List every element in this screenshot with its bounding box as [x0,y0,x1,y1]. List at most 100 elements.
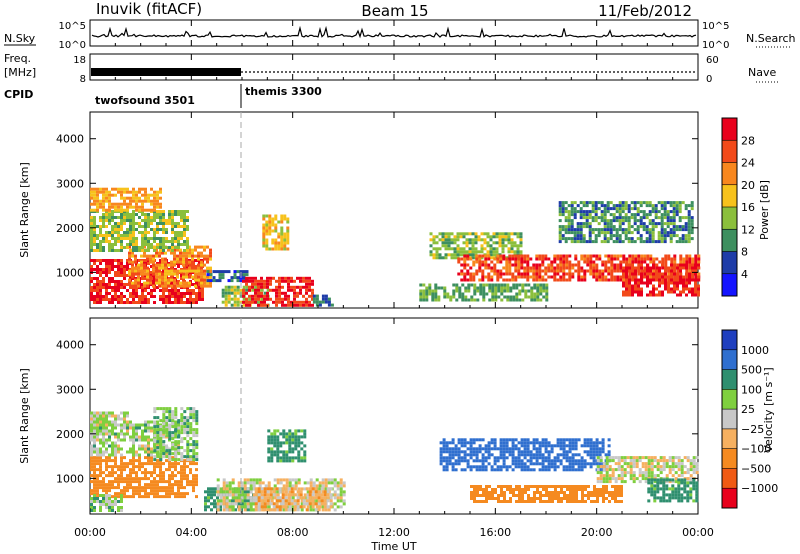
power-gate [93,190,96,194]
power-gate [646,275,649,279]
velocity-gate [156,480,159,484]
power-gate [646,263,649,267]
velocity-gate [138,459,141,463]
power-gate [120,196,123,200]
velocity-gate [228,502,232,506]
velocity-gate [111,441,114,445]
power-gate [161,284,164,288]
velocity-gate [111,411,114,415]
power-gate [505,257,509,261]
power-gate [114,193,117,197]
power-gate [126,202,129,206]
power-gate [687,231,691,235]
velocity-gate [195,443,199,447]
power-gate [171,225,174,228]
power-gate [691,263,694,267]
power-gate [524,295,528,299]
power-gate [681,234,685,238]
velocity-gate [493,468,497,472]
power-gate [132,292,135,295]
power-gate [147,219,150,222]
power-gate [567,225,571,229]
power-gate [102,222,105,225]
power-gate [579,228,583,232]
velocity-cell-group [254,487,333,512]
power-gate [619,254,623,258]
velocity-gate [93,420,96,424]
power-gate [639,216,643,220]
power-gate [200,281,203,285]
power-gate [170,275,173,279]
power-gate [177,289,180,292]
power-gate [625,260,629,264]
power-gate [651,207,655,211]
power-gate [128,272,131,276]
power-gate [627,231,631,235]
velocity-gate [141,438,144,442]
power-gate [610,260,614,264]
velocity-gate [96,426,99,430]
velocity-gate [311,505,315,509]
power-gate [625,284,628,288]
velocity-gate [189,471,192,475]
power-gate [93,237,96,240]
power-gate [114,205,117,209]
velocity-gate [186,477,189,481]
power-gate [227,279,231,283]
power-gate [188,245,191,249]
power-gate [233,288,237,292]
velocity-gate [240,490,244,494]
power-gate [648,213,652,217]
power-gate [651,210,655,214]
velocity-gate [120,411,123,415]
velocity-gate [270,453,274,457]
power-gate [141,193,144,197]
power-gate [162,237,165,240]
power-gate [594,204,598,208]
power-gate [263,303,266,307]
velocity-gate [168,426,171,430]
velocity-gate [517,462,521,466]
power-gate [553,272,557,276]
power-gate [197,272,200,276]
velocity-gate [306,493,310,497]
velocity-gate [303,459,307,463]
velocity-gate [183,465,186,469]
velocity-gate [529,441,533,445]
power-gate [526,272,530,276]
power-gate [676,275,679,279]
power-gate [462,232,466,236]
power-gate [138,222,141,225]
power-gate [183,240,186,243]
velocity-gate [141,471,144,475]
power-gate [651,231,655,235]
velocity-gate [102,489,105,493]
power-gate [195,298,198,301]
power-gate [108,259,111,262]
power-gate [161,260,164,264]
power-gate [102,208,105,212]
velocity-gate [141,477,144,481]
power-gate [239,270,243,274]
velocity-gate [90,411,93,415]
power-gate [257,303,260,307]
power-gate [140,263,143,267]
velocity-gate [496,456,500,460]
power-gate [666,231,670,235]
velocity-gate [129,450,132,454]
velocity-gate [270,456,274,460]
power-gate [562,278,566,282]
power-gate [174,289,177,292]
power-gate [476,298,480,302]
velocity-gate [105,441,108,445]
power-gate [422,295,426,299]
power-gate [455,283,459,287]
velocity-gate [294,481,298,485]
power-gate [538,269,542,273]
power-gate [586,257,590,261]
power-gate [108,216,111,219]
power-gate [132,298,135,301]
power-gate [146,257,149,261]
power-gate [482,286,486,290]
power-gate [164,272,167,276]
